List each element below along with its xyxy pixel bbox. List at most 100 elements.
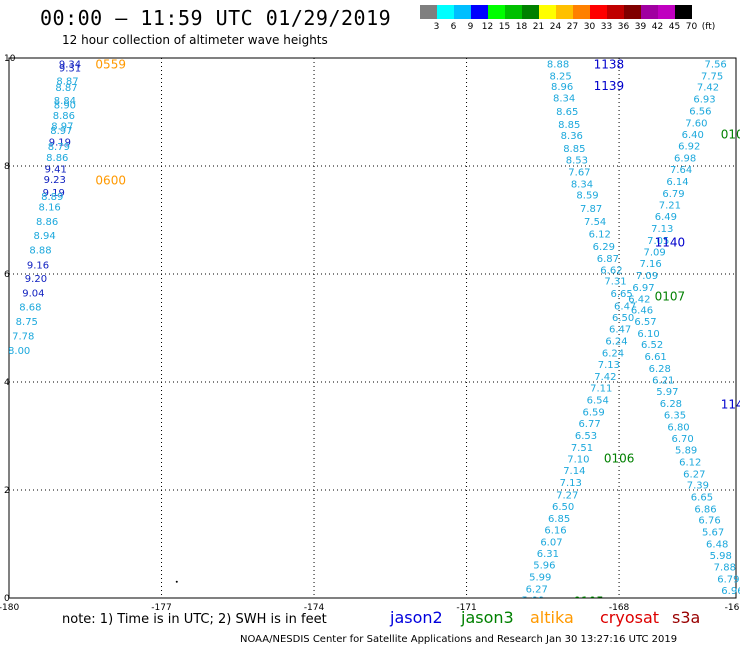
- data-point-label: 7.21: [659, 200, 681, 211]
- y-tick-label: 0: [4, 594, 10, 604]
- chart-title: 00:00 – 11:59 UTC 01/29/2019: [40, 6, 392, 30]
- x-tick-label: -177: [151, 603, 171, 610]
- wave-height-plot: -180 -177 -174 -171 -168 -16 0 2 4 6 8 10 9.349.31 8.…: [0, 54, 740, 610]
- y-tick-label: 8: [4, 162, 10, 172]
- satellite-altika: altika: [530, 608, 574, 627]
- data-point-label: 6.28: [660, 399, 682, 410]
- satellite-jason3: jason3: [461, 608, 514, 627]
- data-point-label: 6.87: [597, 254, 619, 265]
- data-point-label: 7.14: [563, 466, 585, 477]
- data-point-label: 6.65: [610, 289, 632, 300]
- data-point-label: 9.20: [25, 274, 47, 285]
- data-point-label: 7.31: [604, 276, 626, 287]
- time-label: 1139: [594, 79, 625, 93]
- data-point-label: 7.88: [714, 563, 736, 574]
- data-point-label: 7.42: [594, 372, 616, 383]
- data-point-label: 7.42: [697, 83, 719, 94]
- data-point-label: 8.53: [566, 156, 588, 167]
- satellite-s3a: s3a: [672, 608, 701, 627]
- data-point-label: 6.40: [682, 130, 704, 141]
- data-point-label: 6.42: [628, 294, 650, 305]
- data-point-label: 5.96: [533, 561, 555, 572]
- data-point-label: 6.16: [544, 525, 566, 536]
- color-swatch: [658, 5, 675, 19]
- data-point-label: 9.31: [59, 64, 81, 75]
- data-point-label: 7.10: [567, 455, 589, 466]
- color-scale-label: 21: [532, 22, 545, 32]
- data-point-label: 7.60: [685, 118, 707, 129]
- data-point-label: 8.86: [53, 111, 75, 122]
- data-point-label: 8.87: [55, 83, 77, 94]
- data-point-label: 6.24: [602, 348, 624, 359]
- color-scale-label: 33: [600, 22, 613, 32]
- x-tick-label: -174: [304, 603, 325, 610]
- color-scale-label: 15: [498, 22, 511, 32]
- data-point-label: 6.76: [698, 516, 720, 527]
- data-point-label: 8.86: [46, 153, 68, 164]
- color-scale-label: 18: [515, 22, 528, 32]
- data-point-label: 6.93: [693, 95, 715, 106]
- footer-note: note: 1) Time is in UTC; 2) SWH is in fe…: [62, 612, 327, 627]
- data-point-label: 6.12: [589, 230, 611, 241]
- data-point-label: 8.89: [41, 192, 63, 203]
- data-point-label: 6.47: [614, 301, 636, 312]
- data-point-label: 8.85: [563, 144, 585, 155]
- data-point-label: 6.07: [540, 537, 562, 548]
- color-scale-label: 36: [617, 22, 630, 32]
- data-point-label: 8.88: [29, 246, 51, 257]
- color-swatch: [556, 5, 573, 19]
- x-tick-label: -180: [0, 603, 19, 610]
- data-point-label: 6.56: [689, 106, 711, 117]
- data-point-label: 6.97: [632, 283, 654, 294]
- color-scale-label: 9: [467, 22, 474, 32]
- data-point-label: 6.14: [666, 177, 688, 188]
- color-scale-label: 6: [450, 22, 457, 32]
- color-swatch: [573, 5, 590, 19]
- data-point-label: 6.92: [678, 141, 700, 152]
- data-point-label: 5.67: [702, 528, 724, 539]
- data-point-label: 6.53: [575, 431, 597, 442]
- data-point-label: 6.52: [641, 340, 663, 351]
- plot-frame: [8, 57, 737, 599]
- data-point-label: 8.00: [8, 346, 30, 357]
- color-scale-label: 45: [668, 22, 681, 32]
- data-point-label: 6.27: [683, 469, 705, 480]
- data-point-label: 6.12: [679, 457, 701, 468]
- data-point-label: 8.97: [51, 122, 73, 133]
- color-scale-label: 12: [481, 22, 494, 32]
- data-point-label: 6.35: [664, 410, 686, 421]
- data-point-label: 7.67: [568, 167, 590, 178]
- color-swatch: [590, 5, 607, 19]
- data-point-label: 7.39: [687, 481, 709, 492]
- data-point-label: 8.59: [576, 191, 598, 202]
- data-point-label: 9.23: [44, 175, 66, 186]
- color-swatch: [505, 5, 522, 19]
- data-point-label: 6.96: [721, 586, 740, 597]
- data-point-label: 9.16: [27, 260, 49, 271]
- color-swatch: [624, 5, 641, 19]
- color-scale-label: 3: [433, 22, 440, 32]
- data-point-label: 7.13: [560, 478, 582, 489]
- data-point-label: 7.13: [651, 224, 673, 235]
- time-label: 0106: [604, 452, 635, 466]
- data-point-label: 6.24: [605, 336, 627, 347]
- data-point-label: 9.41: [45, 165, 67, 176]
- data-point-label: 7.64: [670, 165, 692, 176]
- data-point-label: 6.47: [609, 325, 631, 336]
- color-swatch: [471, 5, 488, 19]
- color-scale-label: 24: [549, 22, 562, 32]
- data-point-label: 7.54: [584, 217, 606, 228]
- data-marker: [175, 580, 178, 583]
- color-scale-label: 30: [583, 22, 596, 32]
- data-point-label: 9.04: [22, 288, 44, 299]
- data-point-label: 8.88: [547, 59, 569, 70]
- data-point-label: 8.97: [50, 126, 72, 137]
- y-tick-label: 4: [4, 378, 10, 388]
- data-point-label: 8.34: [571, 179, 593, 190]
- credit-line: NOAA/NESDIS Center for Satellite Applica…: [240, 634, 678, 645]
- data-point-label: 7.51: [571, 443, 593, 454]
- data-point-label: 8.36: [561, 131, 583, 142]
- data-point-label: 8.16: [39, 203, 61, 214]
- plot-area: 9.349.318.878.878.848.908.868.978.979.19…: [8, 57, 740, 598]
- satellite-cryosat: cryosat: [600, 608, 660, 627]
